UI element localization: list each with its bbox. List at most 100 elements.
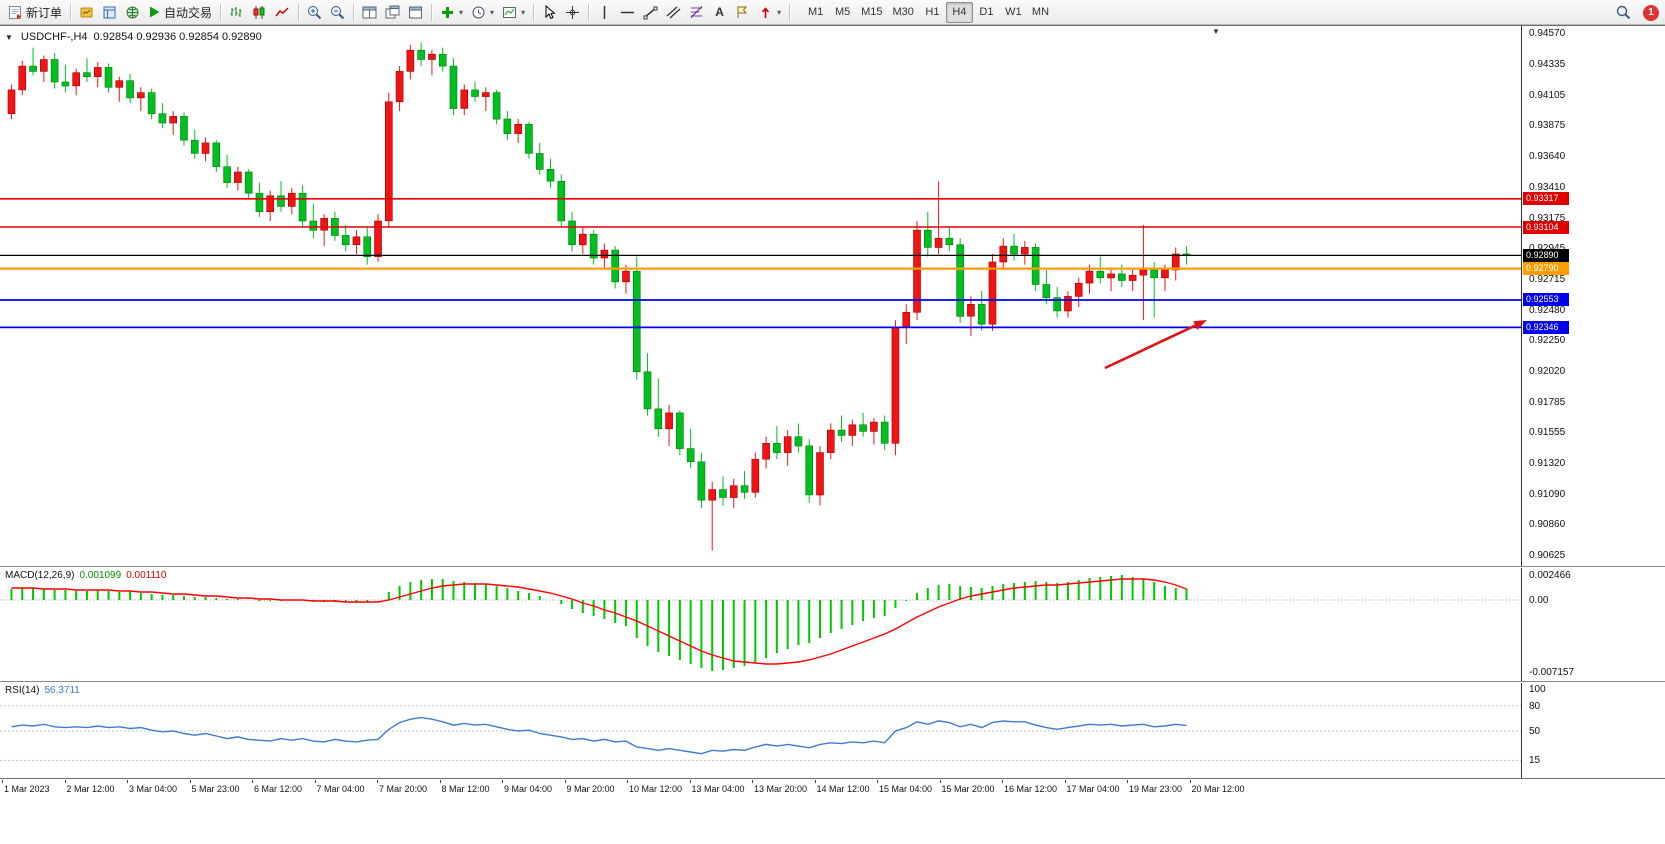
candle — [945, 227, 954, 252]
cursor-button[interactable] — [538, 2, 561, 23]
candle — [384, 92, 393, 228]
candle — [449, 58, 458, 116]
candle — [1150, 262, 1158, 318]
new-window-button[interactable] — [404, 2, 427, 23]
rsi-axis[interactable]: 100 80 50 15 — [1521, 683, 1665, 778]
new-window-icon — [408, 5, 423, 20]
candle — [654, 378, 663, 437]
macd-axis-label: 0.002466 — [1529, 570, 1571, 582]
time-axis-tick — [439, 780, 441, 783]
candlestick-chart-button[interactable] — [248, 2, 271, 23]
macd-signal-line — [11, 578, 1187, 665]
macd-value-1: 0.001099 — [79, 570, 122, 581]
period-button[interactable]: ▾ — [467, 2, 498, 23]
text-label-button[interactable] — [731, 2, 754, 23]
toolbar-separator — [789, 3, 791, 21]
candle — [708, 481, 717, 551]
candle — [525, 121, 533, 159]
time-axis-tick — [1064, 780, 1066, 783]
timeframe-button-m30[interactable]: M30 — [888, 2, 919, 23]
candle — [535, 142, 544, 175]
rsi-plot[interactable] — [0, 683, 1521, 779]
candle — [255, 182, 264, 217]
navigator-button[interactable] — [121, 2, 144, 23]
toolbar: 新订单 自动交易 ▾ ▾ ▾ A ▾ — [0, 0, 1665, 25]
price-axis[interactable]: 0.94570 0.94335 0.94105 0.93875 0.93640 0.934… — [1521, 26, 1665, 566]
macd-axis[interactable]: 0.002466 0.00 -0.007157 — [1521, 568, 1665, 681]
zoom-in-button[interactable] — [303, 2, 326, 23]
candle — [1053, 287, 1061, 318]
price-axis-tick: 0.92945 — [1529, 243, 1565, 254]
data-window-button[interactable] — [98, 2, 121, 23]
rsi-axis-label: 15 — [1529, 755, 1541, 767]
candle — [309, 203, 318, 239]
timeframe-button-d1[interactable]: D1 — [973, 2, 1000, 23]
candle — [837, 415, 846, 442]
candle — [967, 296, 975, 337]
time-axis-label: 1 Mar 2023 — [4, 784, 50, 794]
chevron-down-icon: ▾ — [490, 7, 495, 17]
notification-badge[interactable]: 1 — [1643, 4, 1659, 21]
timeframe-button-w1[interactable]: W1 — [1000, 2, 1027, 23]
vertical-line-icon — [597, 5, 612, 20]
candle — [870, 418, 878, 445]
candle — [751, 452, 760, 498]
time-axis-label: 20 Mar 12:00 — [1191, 784, 1245, 794]
price-chart-plot[interactable] — [0, 26, 1521, 568]
candle — [977, 291, 986, 331]
crosshair-icon — [565, 5, 580, 20]
candle — [223, 154, 231, 188]
trendline-button[interactable] — [639, 2, 662, 23]
channel-button[interactable] — [662, 2, 685, 23]
timeframe-button-h4[interactable]: H4 — [945, 1, 973, 23]
timeframe-button-m5[interactable]: M5 — [829, 2, 856, 23]
price-axis-tick: 0.93640 — [1529, 151, 1566, 163]
timeframe-button-m15[interactable]: M15 — [856, 2, 887, 23]
bar-chart-button[interactable] — [225, 2, 248, 23]
vertical-line-button[interactable] — [593, 2, 616, 23]
template-button[interactable]: ▾ — [498, 2, 529, 23]
market-watch-button[interactable] — [75, 2, 98, 23]
candle — [923, 211, 932, 257]
candle — [719, 476, 727, 506]
text-button[interactable]: A — [708, 2, 731, 23]
candle — [492, 89, 501, 125]
toolbar-right: 1 — [1612, 0, 1659, 25]
line-chart-button[interactable] — [271, 2, 294, 23]
price-axis-tick: 0.93410 — [1529, 181, 1566, 193]
candle — [212, 140, 221, 172]
price-tag: 0.93317 — [1523, 192, 1569, 206]
price-axis-tick: 0.92480 — [1529, 304, 1566, 316]
horizontal-line-button[interactable] — [616, 2, 639, 23]
timeframe-button-mn[interactable]: MN — [1027, 2, 1054, 23]
macd-plot[interactable] — [0, 568, 1521, 682]
chart-title-ohlc: 0.92854 0.92936 0.92854 0.92890 — [93, 31, 262, 43]
toolbar-separator — [298, 3, 300, 21]
chevron-down-icon: ▾ — [459, 7, 464, 17]
timeframe-button-m1[interactable]: M1 — [802, 2, 829, 23]
autotrading-button[interactable]: 自动交易 — [144, 2, 216, 23]
zoom-in-icon — [307, 5, 322, 20]
candle — [783, 430, 792, 466]
clock-icon — [471, 5, 486, 20]
search-button[interactable] — [1612, 2, 1635, 23]
toolbar-separator — [533, 3, 535, 21]
zoom-out-button[interactable] — [326, 2, 349, 23]
time-axis[interactable]: 1 Mar 2023 2 Mar 12:00 3 Mar 04:00 5 Mar 23… — [0, 780, 1665, 798]
tile-windows-button[interactable] — [358, 2, 381, 23]
candle — [93, 62, 102, 88]
new-order-button[interactable]: 新订单 — [4, 2, 66, 23]
fibonacci-button[interactable] — [685, 2, 708, 23]
timeframe-button-h1[interactable]: H1 — [919, 2, 946, 23]
arrow-object[interactable] — [1104, 324, 1196, 370]
one-click-trading-toggle[interactable]: ▼ — [5, 32, 13, 42]
add-indicator-button[interactable]: ▾ — [436, 2, 467, 23]
arrows-shapes-button[interactable]: ▾ — [754, 2, 785, 23]
candle — [794, 423, 803, 453]
crosshair-button[interactable] — [561, 2, 584, 23]
chart-shift-marker[interactable]: ▼ — [1212, 27, 1220, 36]
candle — [363, 227, 372, 265]
cascade-windows-button[interactable] — [381, 2, 404, 23]
time-axis-tick — [814, 780, 816, 783]
candle — [158, 103, 167, 129]
